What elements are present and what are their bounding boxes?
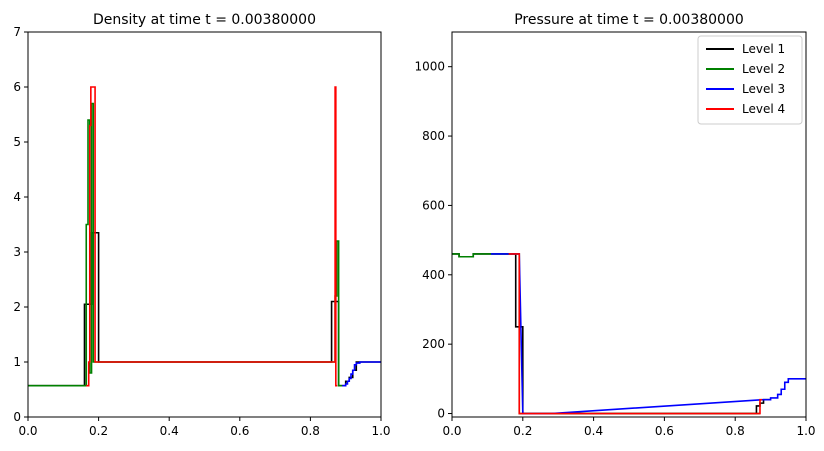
pressure-x-tick-label: 0.0 (442, 424, 461, 438)
density-chart: Density at time t = 0.00380000 0.0 0.2 0.4… (13, 12, 390, 438)
density-series-level-4 (86, 86, 338, 387)
pressure-x-tick-label: 1.0 (796, 424, 815, 438)
pressure-series-group (452, 253, 806, 415)
legend-label-level-4: Level 4 (742, 102, 785, 116)
pressure-x-tick-label: 0.6 (655, 424, 674, 438)
pressure-x-tick-label: 0.2 (513, 424, 532, 438)
pressure-chart: Pressure at time t = 0.00380000 0.0 0.2 0.… (414, 12, 815, 438)
density-x-tick-label: 0.2 (89, 424, 108, 438)
density-x-tick-label: 0.0 (18, 424, 37, 438)
pressure-series-level-2 (452, 253, 760, 415)
density-y-tick-label: 1 (13, 355, 21, 369)
pressure-plot-frame (451, 31, 807, 418)
legend-label-level-1: Level 1 (742, 42, 785, 56)
pressure-y-tick-label: 0 (437, 407, 445, 421)
legend-box (697, 35, 803, 125)
density-y-tick-label: 5 (13, 135, 21, 149)
pressure-y-tick-label: 400 (422, 268, 445, 282)
pressure-chart-title: Pressure at time t = 0.00380000 (514, 12, 744, 28)
density-series-level-2 (28, 102, 343, 387)
density-x-tick-label: 1.0 (371, 424, 390, 438)
density-series-level-3 (342, 361, 381, 387)
pressure-series-level-3 (490, 253, 806, 415)
density-y-tick-label: 6 (13, 80, 21, 94)
pressure-series-level-4 (508, 253, 763, 415)
density-series-group (28, 86, 381, 387)
pressure-y-tick-label: 800 (422, 129, 445, 143)
density-chart-title: Density at time t = 0.00380000 (93, 12, 316, 28)
density-x-ticks: 0.0 0.2 0.4 0.6 0.8 1.0 (18, 417, 391, 438)
density-y-tick-label: 2 (13, 300, 21, 314)
pressure-series-level-1 (452, 253, 771, 415)
density-y-tick-label: 7 (13, 25, 21, 39)
density-y-tick-label: 3 (13, 245, 21, 259)
density-x-tick-label: 0.8 (301, 424, 320, 438)
density-plot-frame (27, 31, 382, 418)
density-x-tick-label: 0.6 (230, 424, 249, 438)
density-y-tick-label: 0 (13, 410, 21, 424)
density-x-tick-label: 0.4 (160, 424, 179, 438)
legend-label-level-2: Level 2 (742, 62, 785, 76)
pressure-y-tick-label: 1000 (414, 60, 445, 74)
pressure-x-ticks: 0.0 0.2 0.4 0.6 0.8 1.0 (442, 417, 816, 438)
legend-label-level-3: Level 3 (742, 82, 785, 96)
legend: Level 1 Level 2 Level 3 Level 4 (697, 35, 803, 125)
density-y-ticks: 0 1 2 3 4 5 6 7 (13, 25, 28, 424)
pressure-y-ticks: 0 200 400 600 800 1000 (414, 60, 452, 421)
density-y-tick-label: 4 (13, 190, 21, 204)
pressure-y-tick-label: 200 (422, 337, 445, 351)
pressure-x-tick-label: 0.4 (584, 424, 603, 438)
pressure-y-tick-label: 600 (422, 198, 445, 212)
pressure-x-tick-label: 0.8 (726, 424, 745, 438)
